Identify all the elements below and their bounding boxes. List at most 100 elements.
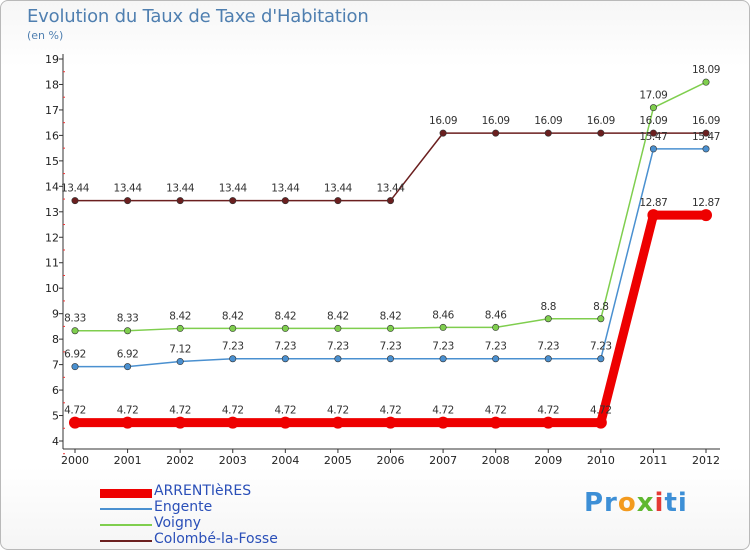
x-tick-label: 2008 xyxy=(482,454,510,467)
data-label: 8.46 xyxy=(432,309,454,321)
y-tick-label: 11 xyxy=(45,257,59,270)
data-label: 7.23 xyxy=(274,341,296,353)
x-tick-label: 2001 xyxy=(114,454,142,467)
data-label: 4.72 xyxy=(64,405,86,417)
data-point xyxy=(334,197,342,205)
y-tick-label: 14 xyxy=(45,180,59,193)
data-point xyxy=(492,323,500,331)
data-point xyxy=(597,355,605,363)
data-label: 7.23 xyxy=(432,341,454,353)
legend-item-arrentieres: ARRENTIèRES xyxy=(100,483,400,502)
data-label: 8.46 xyxy=(485,309,507,321)
data-point xyxy=(229,197,237,205)
y-tick-label: 6 xyxy=(52,384,59,397)
logo-part: o xyxy=(617,488,637,518)
data-point xyxy=(176,324,184,332)
proxiti-logo: Proxiti xyxy=(584,488,688,518)
logo-part: ti xyxy=(664,488,688,518)
data-label: 15.47 xyxy=(692,131,720,143)
legend-label-voigny: Voigny xyxy=(154,515,201,531)
data-label: 6.92 xyxy=(117,349,139,361)
data-label: 8.42 xyxy=(222,310,244,322)
data-label: 4.72 xyxy=(432,405,454,417)
legend-swatch-colombe xyxy=(100,540,152,542)
data-point xyxy=(69,416,81,429)
data-label: 8.33 xyxy=(64,313,86,325)
data-point xyxy=(176,197,184,205)
data-point xyxy=(331,416,344,429)
data-point xyxy=(649,104,657,112)
legend-item-colombe: Colombé-la-Fosse xyxy=(100,531,400,550)
data-point xyxy=(279,416,292,429)
y-tick-label: 17 xyxy=(45,104,59,117)
data-point xyxy=(544,355,552,363)
data-label: 7.23 xyxy=(485,341,507,353)
data-point xyxy=(334,324,342,332)
y-tick-label: 18 xyxy=(45,78,59,91)
data-point xyxy=(492,129,500,137)
chart-subtitle: (en %) xyxy=(27,29,64,42)
x-tick-label: 2011 xyxy=(639,454,667,467)
data-point xyxy=(124,327,132,335)
legend-swatch-arrentieres xyxy=(100,489,152,498)
data-label: 13.44 xyxy=(114,183,143,195)
data-point xyxy=(649,129,657,137)
y-tick-label: 10 xyxy=(45,282,59,295)
data-point xyxy=(544,129,552,137)
x-tick-label: 2010 xyxy=(587,454,615,467)
data-label: 16.09 xyxy=(587,115,615,127)
data-label: 4.72 xyxy=(327,405,349,417)
data-point xyxy=(176,358,184,366)
data-label: 4.72 xyxy=(485,405,507,417)
data-label: 13.44 xyxy=(324,183,353,195)
data-point xyxy=(544,315,552,323)
data-label: 15.47 xyxy=(639,131,667,143)
data-label: 8.33 xyxy=(117,313,139,325)
data-label: 4.72 xyxy=(537,405,559,417)
data-label: 8.42 xyxy=(169,310,191,322)
data-point xyxy=(439,323,447,331)
series-line-1 xyxy=(74,148,707,368)
data-label: 4.72 xyxy=(169,405,191,417)
data-point xyxy=(281,197,289,205)
data-label: 12.87 xyxy=(692,197,720,209)
data-label: 7.23 xyxy=(327,341,349,353)
data-point xyxy=(229,324,237,332)
data-point xyxy=(489,416,502,429)
data-label: 4.72 xyxy=(380,405,402,417)
data-label: 16.09 xyxy=(534,115,562,127)
data-point xyxy=(597,315,605,323)
data-point xyxy=(121,416,134,429)
data-label: 12.87 xyxy=(639,197,667,209)
y-tick-label: 12 xyxy=(45,231,59,244)
legend-swatch-voigny xyxy=(100,524,152,526)
data-label: 13.44 xyxy=(271,183,300,195)
legend-label-colombe: Colombé-la-Fosse xyxy=(154,531,278,547)
data-point xyxy=(700,209,712,222)
data-label: 18.09 xyxy=(692,64,720,76)
data-point xyxy=(702,129,710,137)
data-point xyxy=(702,145,710,153)
data-label: 8.42 xyxy=(274,310,296,322)
legend-item-voigny: Voigny xyxy=(100,515,400,534)
data-label: 8.42 xyxy=(327,310,349,322)
data-point xyxy=(437,416,450,429)
y-tick-label: 9 xyxy=(52,308,59,321)
logo-part: i xyxy=(654,488,665,518)
data-point xyxy=(124,197,132,205)
data-point xyxy=(649,145,657,153)
data-point xyxy=(386,324,394,332)
logo-part: x xyxy=(636,488,655,518)
data-label: 7.12 xyxy=(169,344,191,356)
x-tick-label: 2012 xyxy=(692,454,720,467)
data-point xyxy=(702,78,710,86)
x-tick-label: 2005 xyxy=(324,454,352,467)
data-label: 4.72 xyxy=(222,405,244,417)
data-label: 13.44 xyxy=(376,183,405,195)
legend-item-engente: Engente xyxy=(100,499,400,518)
data-point xyxy=(439,129,447,137)
data-point xyxy=(281,355,289,363)
data-label: 16.09 xyxy=(639,115,667,127)
